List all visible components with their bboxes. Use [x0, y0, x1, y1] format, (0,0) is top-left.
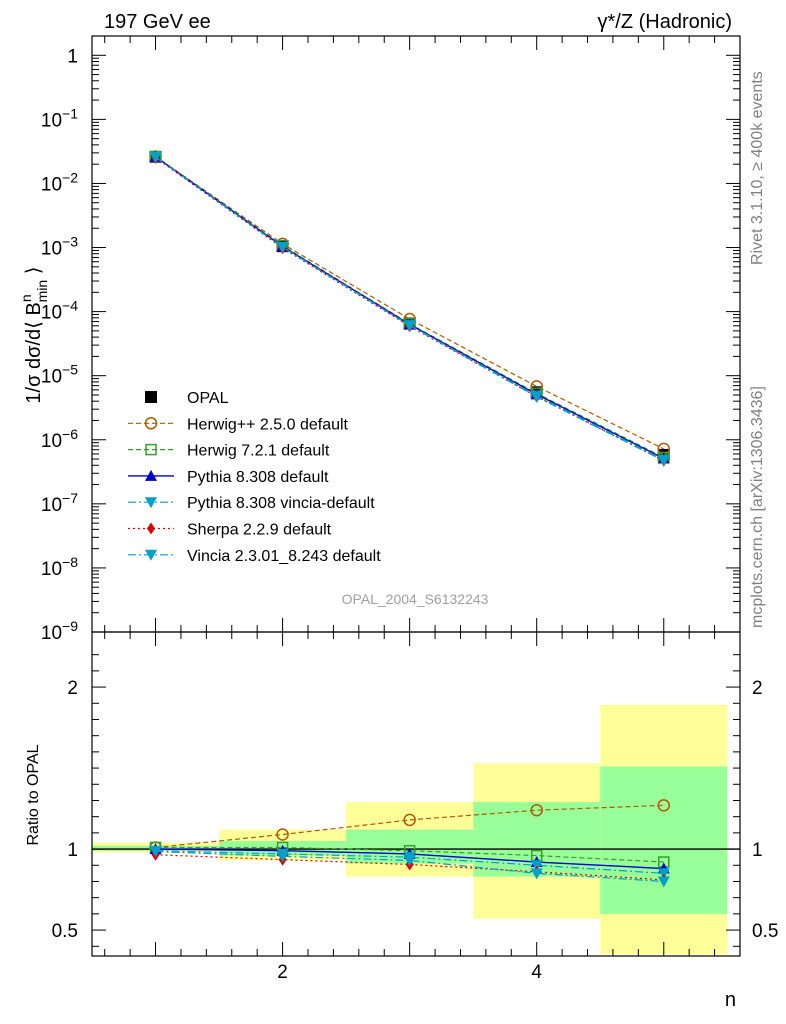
ratio-series-line-1 — [155, 804, 664, 849]
legend-marker-3 — [145, 443, 157, 456]
main-series-line-2 — [155, 156, 665, 450]
legend-label-2: Herwig++ 2.5.0 default — [187, 416, 349, 433]
ratio-series-line-2 — [155, 846, 664, 863]
legend-label-1: OPAL — [187, 390, 229, 407]
main-point-s7-1 — [149, 152, 162, 164]
main-y-tick-label: 10−5 — [41, 362, 78, 388]
main-series-line-4 — [155, 156, 665, 460]
main-y-tick-label: 10−1 — [41, 105, 78, 131]
mcplots-reference-label: mcplots.cern.ch [arXiv:1306.3436] — [749, 386, 766, 628]
ratio-y-axis-label: Ratio to OPAL — [25, 744, 42, 845]
ratio-y-tick-label: 2 — [67, 678, 78, 699]
main-y-tick-label: 10−4 — [41, 298, 78, 324]
ratio-point-s1-3 — [403, 813, 416, 827]
band-green-5 — [600, 766, 728, 914]
main-y-tick-label: 10−9 — [41, 618, 78, 644]
main-y-tick-label: 10−3 — [41, 234, 78, 260]
analysis-watermark: OPAL_2004_S6132243 — [342, 591, 489, 607]
main-plot-area: 1 10−1 10−2 10−3 10−4 10−5 10−6 10−7 10−8 10−9 — [41, 35, 741, 644]
header-process-label: γ*/Z (Hadronic) — [598, 11, 732, 33]
ratio-point-s1-5 — [657, 799, 671, 812]
ratio-point-s6-3 — [403, 855, 416, 867]
ratio-point-s6-5 — [657, 876, 670, 888]
legend-marker-2 — [144, 417, 158, 430]
main-point-s7-2 — [276, 242, 289, 254]
legend: OPAL Herwig++ 2.5.0 default Herwig 7.2.1 d… — [128, 390, 381, 565]
main-y-axis-label: 1/σ dσ/d⟨ Bnmin ⟩ — [18, 266, 50, 403]
main-frame — [91, 35, 741, 633]
main-y-tick-label: 10−6 — [41, 426, 78, 452]
legend-marker-5 — [145, 497, 157, 509]
main-y-tick-label: 1 — [67, 46, 78, 67]
main-y-tick-label: 10−2 — [41, 169, 78, 195]
ratio-y-tick-label-right: 1 — [752, 840, 763, 861]
ratio-y-tick-label-right: 0.5 — [752, 921, 778, 942]
legend-label-6: Sherpa 2.2.9 default — [187, 522, 332, 539]
legend-label-5: Pythia 8.308 vincia-default — [187, 495, 375, 512]
legend-label-7: Vincia 2.3.01_8.243 default — [187, 548, 381, 565]
ratio-point-s6-1 — [149, 846, 162, 858]
ratio-series-line-4 — [155, 850, 664, 874]
main-series-line-5 — [155, 156, 665, 461]
ratio-series-line-6 — [155, 850, 664, 883]
legend-label-3: Herwig 7.2.1 default — [187, 443, 330, 460]
ratio-point-s6-4 — [530, 868, 543, 880]
legend-marker-7 — [145, 549, 157, 561]
main-y-tick-label: 10−7 — [41, 490, 78, 516]
ratio-frame — [91, 631, 741, 957]
main-point-s7-4 — [530, 391, 543, 403]
main-point-s7-3 — [403, 320, 416, 332]
main-point-s7-5 — [657, 455, 670, 467]
main-series-line-7 — [155, 156, 665, 462]
x-tick-label: 2 — [277, 962, 288, 983]
ratio-y-tick-label-right: 2 — [752, 678, 763, 699]
main-y-tick-label: 10−8 — [41, 554, 78, 580]
legend-marker-4 — [145, 469, 157, 481]
x-axis-label: n — [725, 989, 736, 1011]
x-tick-label: 4 — [531, 962, 542, 983]
header-energy-label: 197 GeV ee — [104, 11, 211, 33]
legend-label-4: Pythia 8.308 default — [187, 469, 329, 486]
ratio-y-tick-label: 0.5 — [52, 921, 78, 942]
ratio-point-s1-4 — [530, 803, 543, 817]
main-series-line-3 — [155, 156, 665, 458]
legend-marker-1 — [145, 391, 157, 403]
ratio-y-tick-label: 1 — [67, 840, 78, 861]
rivet-version-label: Rivet 3.1.10, ≥ 400k events — [749, 71, 766, 265]
ratio-point-s6-2 — [276, 851, 289, 863]
legend-marker-6 — [147, 522, 155, 535]
ratio-point-s1-2 — [276, 828, 289, 841]
ratio-plot-area: 2 4 0.5 0.5 1 1 2 2 — [52, 631, 778, 983]
